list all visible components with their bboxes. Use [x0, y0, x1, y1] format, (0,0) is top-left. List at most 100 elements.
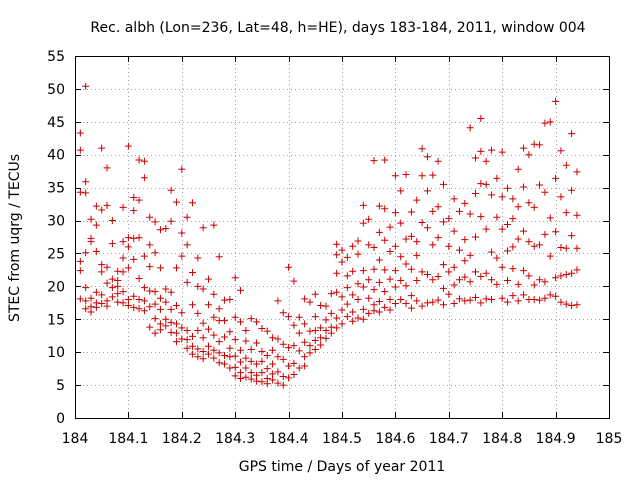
data-point	[407, 292, 415, 300]
data-point	[370, 157, 378, 165]
data-point	[167, 288, 175, 296]
data-point	[172, 338, 180, 346]
data-point	[178, 324, 186, 332]
data-point	[162, 322, 170, 330]
data-point	[381, 266, 389, 274]
x-tick-label: 184.4	[269, 431, 309, 447]
data-point	[509, 265, 517, 273]
data-point	[349, 308, 357, 316]
data-point	[76, 146, 84, 154]
data-point	[279, 340, 287, 348]
data-point	[311, 290, 319, 298]
data-point	[455, 207, 463, 215]
data-point	[301, 295, 309, 303]
data-point	[338, 293, 346, 301]
data-point	[391, 209, 399, 217]
data-point	[194, 326, 202, 334]
data-point	[130, 207, 138, 215]
data-point	[327, 309, 335, 317]
data-point	[439, 180, 447, 188]
data-point	[370, 301, 378, 309]
data-point	[455, 276, 463, 284]
data-point	[156, 305, 164, 313]
data-point	[520, 267, 528, 275]
data-point	[386, 275, 394, 283]
data-point	[359, 305, 367, 313]
data-point	[178, 165, 186, 173]
data-point	[407, 232, 415, 240]
data-point	[194, 345, 202, 353]
data-point	[199, 355, 207, 363]
data-point	[156, 320, 164, 328]
data-point	[194, 282, 202, 290]
data-point	[386, 296, 394, 304]
data-point	[295, 364, 303, 372]
data-point	[477, 115, 485, 123]
data-point	[98, 291, 106, 299]
data-point	[338, 246, 346, 254]
data-point	[231, 313, 239, 321]
data-point	[151, 315, 159, 323]
data-point	[546, 291, 554, 299]
data-point	[504, 220, 512, 228]
data-point	[194, 353, 202, 361]
data-point	[359, 267, 367, 275]
data-point	[82, 82, 90, 90]
data-point	[162, 285, 170, 293]
data-point	[124, 296, 132, 304]
data-point	[573, 211, 581, 219]
data-point	[525, 272, 533, 280]
data-point	[530, 203, 538, 211]
data-point	[151, 329, 159, 337]
data-point	[226, 364, 234, 372]
data-point	[226, 328, 234, 336]
data-point	[488, 248, 496, 256]
data-point	[327, 329, 335, 337]
data-point	[450, 299, 458, 307]
data-point	[445, 242, 453, 250]
data-point	[135, 234, 143, 242]
data-point	[349, 267, 357, 275]
data-point	[472, 294, 479, 302]
data-point	[402, 282, 410, 290]
data-point	[450, 227, 458, 235]
data-point	[322, 316, 330, 324]
data-point	[140, 174, 148, 182]
data-point	[546, 252, 554, 260]
x-tick-label: 184.3	[215, 431, 255, 447]
data-point	[279, 355, 287, 363]
data-point	[530, 242, 538, 250]
data-point	[514, 235, 522, 243]
data-point	[333, 240, 341, 248]
data-point	[338, 258, 346, 266]
x-axis-label: GPS time / Days of year 2011	[239, 459, 446, 475]
data-point	[322, 302, 330, 310]
data-point	[210, 331, 218, 339]
data-point	[493, 174, 501, 182]
data-point	[98, 206, 106, 214]
data-point	[562, 209, 570, 217]
data-point	[423, 271, 431, 279]
data-point	[359, 219, 367, 227]
data-point	[183, 344, 191, 352]
data-point	[375, 278, 383, 286]
data-point	[322, 326, 330, 334]
data-point	[215, 253, 223, 261]
data-point	[557, 244, 565, 252]
data-point	[135, 305, 143, 313]
data-point	[317, 334, 325, 342]
data-point	[482, 269, 490, 277]
data-point	[370, 244, 378, 252]
data-point	[402, 299, 410, 307]
data-point	[482, 225, 490, 233]
data-point	[263, 327, 271, 335]
data-point	[221, 333, 229, 341]
data-point	[172, 264, 180, 272]
data-point	[231, 372, 239, 380]
data-point	[568, 232, 576, 240]
data-point	[146, 263, 154, 271]
data-point	[343, 313, 351, 321]
data-point	[397, 187, 405, 195]
data-point	[343, 272, 351, 280]
data-point	[391, 267, 399, 275]
